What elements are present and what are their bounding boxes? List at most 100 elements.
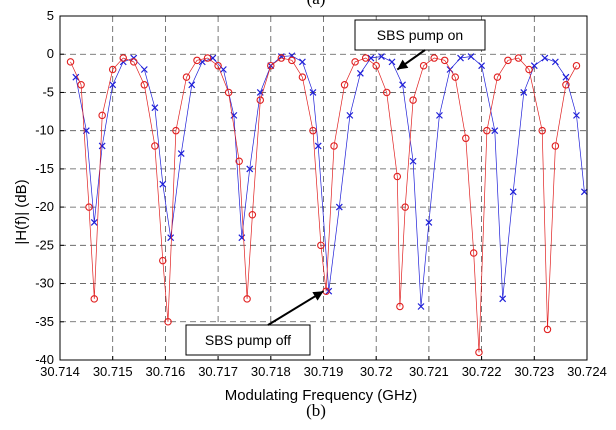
data-point-pump-on [378, 53, 385, 60]
annotation-pump-on-box [354, 19, 486, 51]
data-point-pump-on [467, 53, 475, 60]
data-point-pump-off [108, 65, 117, 74]
data-point-pump-on [399, 81, 406, 89]
data-point-pump-off [98, 111, 106, 120]
x-tick-label: 30.716 [146, 364, 186, 379]
data-point-pump-off [419, 61, 428, 70]
data-point-pump-off [256, 96, 265, 104]
y-axis-label: |H(f)| (dB) [13, 179, 30, 244]
data-point-pump-off [382, 88, 391, 97]
data-point-pump-on [98, 142, 106, 150]
data-point-pump-on [314, 142, 322, 150]
data-point-pump-off [451, 73, 459, 81]
data-point-pump-on [151, 104, 159, 112]
y-tick-label: 5 [47, 8, 54, 23]
data-point-pump-off [504, 56, 512, 65]
data-point-pump-off [409, 96, 417, 104]
data-point-pump-off [277, 54, 286, 62]
data-point-pump-off [475, 348, 483, 357]
panel-label-top: (a) [307, 0, 326, 8]
data-point-pump-off [330, 142, 338, 150]
data-point-pump-off [140, 81, 149, 89]
data-point-pump-off [317, 241, 325, 250]
data-point-pump-on [298, 58, 306, 66]
data-point-pump-off [235, 157, 243, 165]
x-tick-label: 30.714 [40, 364, 80, 379]
arrow-pump-off-head [312, 291, 324, 301]
data-point-pump-on [246, 165, 254, 173]
series-pump-off [66, 54, 581, 357]
data-point-pump-on [309, 89, 317, 96]
x-tick-label: 30.724 [567, 364, 607, 379]
data-point-pump-off [401, 203, 409, 211]
data-point-pump-off [361, 54, 370, 62]
data-point-pump-on [562, 73, 570, 81]
data-point-pump-on [188, 81, 196, 89]
data-series [66, 52, 588, 357]
data-point-pump-on [541, 54, 549, 62]
data-point-pump-off [151, 142, 159, 150]
data-point-pump-off [493, 73, 502, 81]
x-axis-label: Modulating Frequency (GHz) [225, 387, 418, 404]
data-point-pump-off [298, 73, 307, 81]
y-tick-label: -25 [35, 237, 54, 252]
data-point-pump-on [159, 180, 167, 188]
data-point-pump-off [203, 54, 212, 62]
data-point-pump-on [90, 218, 98, 226]
data-point-pump-on [425, 218, 433, 226]
data-point-pump-off [90, 295, 99, 303]
y-tick-label: -10 [35, 123, 54, 138]
data-point-pump-on [177, 150, 185, 158]
data-point-pump-off [551, 142, 560, 150]
annotation-pump-on: SBS pump on [354, 19, 486, 51]
x-tick-label: 30.718 [251, 364, 291, 379]
data-point-pump-off [393, 172, 402, 181]
data-point-pump-on [409, 157, 417, 165]
data-point-pump-off [243, 295, 251, 303]
arrow-pump-on-head [397, 59, 409, 70]
annotation-pump-on-text: SBS pump on [377, 27, 463, 43]
data-point-pump-on [551, 58, 559, 66]
x-tick-label: 30.721 [409, 364, 449, 379]
data-point-pump-on [520, 89, 528, 96]
x-tick-label: 30.715 [93, 364, 133, 379]
data-point-pump-off [372, 61, 380, 70]
data-point-pump-off [483, 126, 491, 135]
data-point-pump-on [573, 111, 580, 119]
data-point-pump-off [562, 81, 570, 89]
data-point-pump-off [469, 249, 478, 257]
data-point-pump-off [440, 56, 449, 65]
y-tick-label: -5 [42, 84, 54, 99]
x-axis-ticks: 30.714 30.715 30.716 30.717 30.718 30.719 30.7… [40, 356, 607, 379]
data-point-pump-off [351, 58, 359, 66]
data-point-pump-on [167, 234, 175, 242]
data-point-pump-on [580, 188, 588, 196]
data-point-pump-off [248, 211, 257, 219]
data-point-pump-on [491, 127, 499, 135]
data-point-pump-on [346, 111, 354, 119]
panel-label-bottom: (b) [306, 401, 326, 420]
data-point-pump-on [509, 188, 517, 196]
data-point-pump-on [388, 58, 396, 66]
data-point-pump-on [436, 111, 443, 119]
x-tick-label: 30.717 [198, 364, 238, 379]
data-point-pump-off [159, 256, 167, 265]
data-point-pump-off [430, 54, 438, 62]
data-point-pump-off [85, 203, 93, 211]
y-axis-ticks: 5 0 -5 -10 -15 -20 -25 -30 -35 -40 [35, 8, 64, 367]
x-tick-label: 30.723 [514, 364, 554, 379]
data-point-pump-off [288, 56, 296, 65]
y-tick-label: -20 [35, 199, 54, 214]
x-tick-label: 30.72 [360, 364, 393, 379]
data-point-pump-off [193, 56, 201, 65]
y-tick-label: 0 [47, 46, 54, 61]
data-point-pump-off [309, 126, 317, 135]
data-point-pump-off [514, 54, 523, 62]
y-tick-label: -15 [35, 161, 54, 176]
data-point-pump-on [140, 66, 148, 73]
data-point-pump-off [340, 81, 349, 89]
data-point-pump-off [572, 61, 581, 70]
x-tick-label: 30.719 [304, 364, 344, 379]
data-point-pump-on [499, 295, 507, 303]
